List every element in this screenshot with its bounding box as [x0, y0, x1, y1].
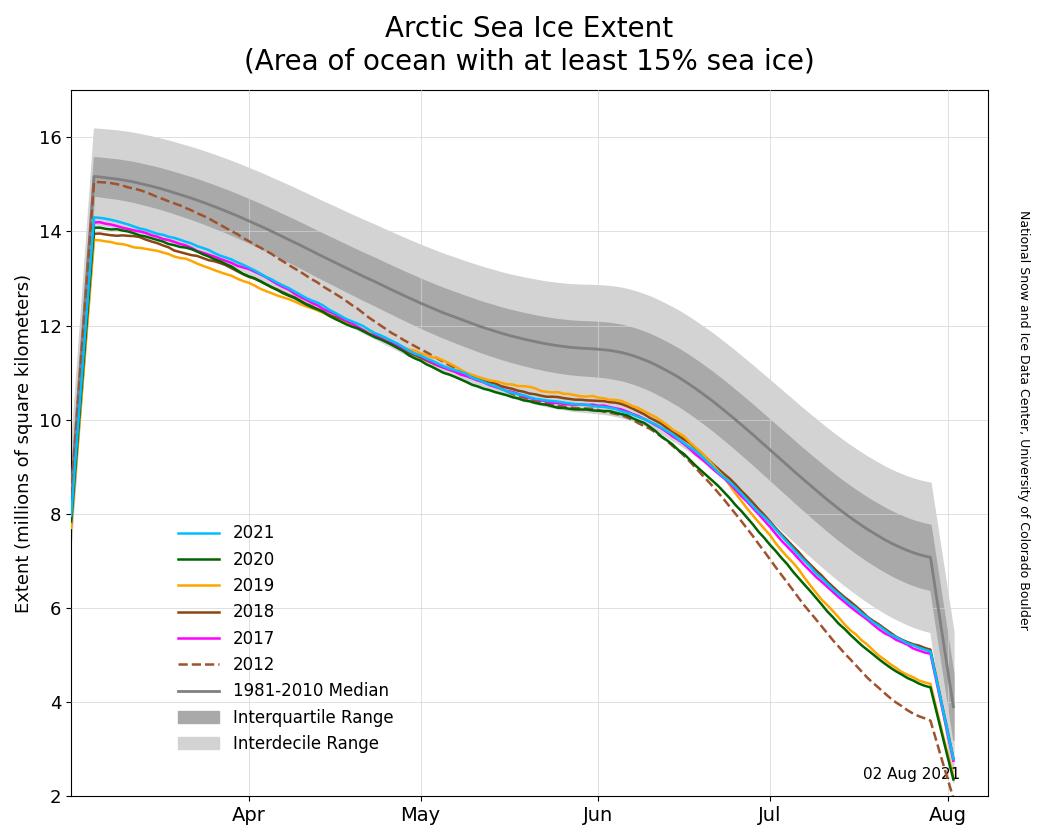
- Title: Arctic Sea Ice Extent
(Area of ocean with at least 15% sea ice): Arctic Sea Ice Extent (Area of ocean wit…: [244, 15, 815, 76]
- Y-axis label: Extent (millions of square kilometers): Extent (millions of square kilometers): [15, 274, 33, 613]
- Text: National Snow and Ice Data Center, University of Colorado Boulder: National Snow and Ice Data Center, Unive…: [1017, 210, 1030, 630]
- Legend: 2021, 2020, 2019, 2018, 2017, 2012, 1981-2010 Median, Interquartile Range, Inter: 2021, 2020, 2019, 2018, 2017, 2012, 1981…: [171, 517, 400, 759]
- Text: 02 Aug 2021: 02 Aug 2021: [863, 767, 961, 782]
